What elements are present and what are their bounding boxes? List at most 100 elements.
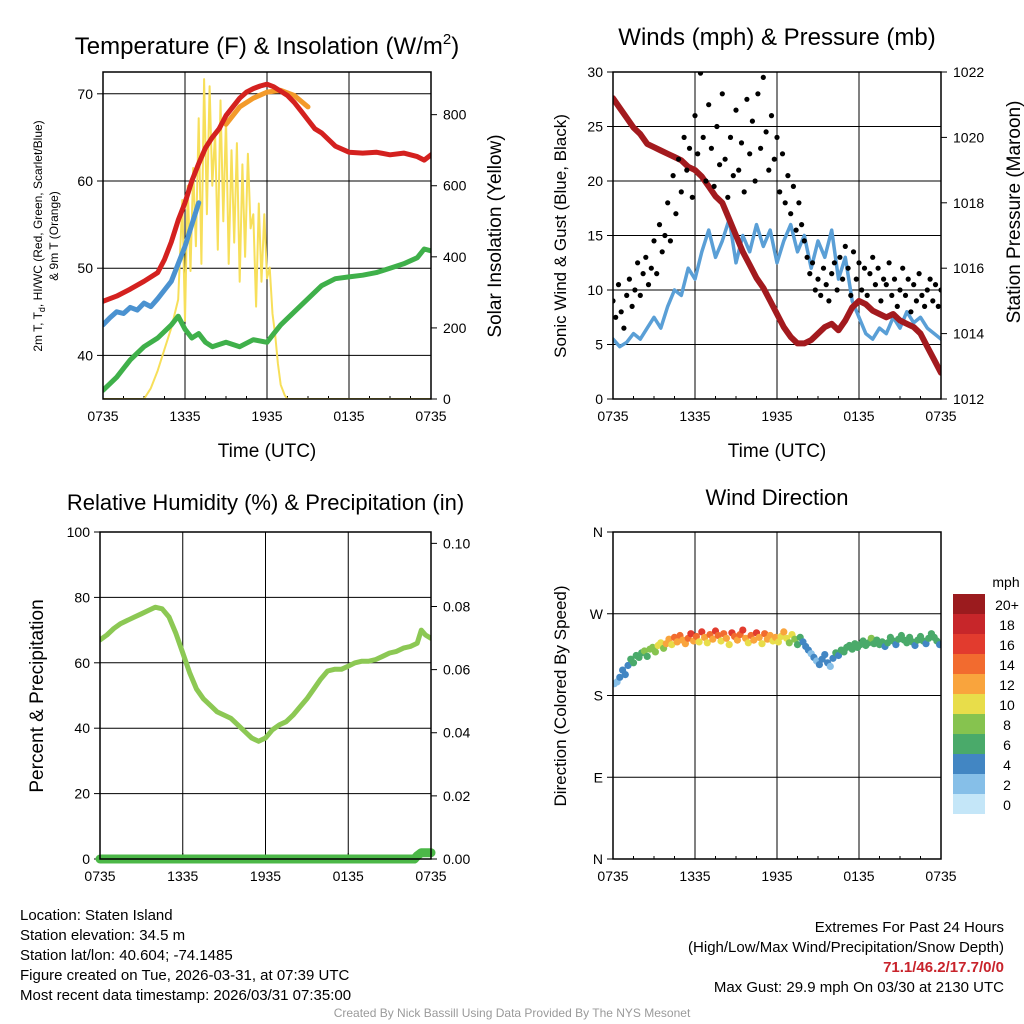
gust-point: [656, 222, 663, 228]
direction-point: [739, 626, 747, 634]
direction-point: [616, 673, 624, 681]
recent-data-timestamp: Most recent data timestamp: 2026/03/31 0…: [20, 987, 352, 1004]
gust-point: [632, 287, 638, 293]
y-tick-label-left: 80: [74, 589, 90, 605]
gust-point: [725, 194, 731, 200]
x-tick-label: 1335: [169, 408, 200, 424]
gust-point: [774, 134, 780, 140]
direction-point: [709, 635, 717, 643]
gust-point: [777, 189, 783, 195]
x-tick-label: 1935: [761, 868, 792, 884]
y-tick-label-right: 1014: [953, 326, 984, 342]
y-tick-label-right: 1012: [953, 391, 984, 407]
direction-point: [643, 652, 651, 661]
colorbar-swatch: [953, 714, 985, 734]
winds-panel: 0735 1335 1935 0135 073505101520253010121014…: [551, 24, 1024, 462]
gust-point: [842, 243, 848, 249]
colorbar-label: 4: [1003, 757, 1011, 773]
direction-point: [892, 641, 900, 649]
direction-point: [703, 639, 711, 647]
direction-point: [793, 641, 802, 649]
extremes-subtitle: (High/Low/Max Wind/Precipitation/Snow De…: [688, 939, 1004, 956]
direction-point: [673, 638, 681, 646]
direction-point: [722, 634, 731, 642]
y-tick-label-right: 600: [443, 178, 467, 194]
y-axis-label-right: Station Pressure (Maroon): [1004, 101, 1024, 324]
gust-point: [621, 325, 627, 331]
gust-point: [741, 189, 747, 195]
gust-point: [837, 254, 843, 260]
direction-point: [651, 648, 660, 656]
x-tick-label: 1335: [679, 868, 710, 884]
gust-point: [815, 276, 821, 282]
colorbar-title: mph: [992, 574, 1019, 590]
gust-point: [706, 102, 712, 108]
colorbar-swatch: [953, 794, 985, 814]
gust-point: [676, 156, 682, 162]
gust-point: [708, 145, 715, 151]
y-tick-label-right: 0.02: [443, 788, 470, 804]
gust-point: [755, 91, 761, 97]
gust-point: [812, 287, 818, 293]
direction-point: [665, 635, 673, 643]
extremes-panel: Extremes For Past 24 Hours (High/Low/Max…: [688, 918, 1004, 998]
x-tick-label: 1335: [167, 868, 198, 884]
gust-point: [700, 134, 706, 140]
direction-point: [624, 661, 632, 670]
colorbar-label: 20+: [995, 597, 1019, 613]
gust-point: [927, 276, 933, 282]
gust-point: [799, 222, 805, 228]
gust-point: [624, 292, 630, 298]
gust-point: [853, 276, 859, 282]
y-tick-label-left: 70: [77, 86, 93, 102]
gust-point: [613, 314, 619, 320]
gust-point: [883, 282, 889, 288]
gust-point: [804, 254, 810, 260]
y-axis-label-left-line2: & 9m T (Orange): [47, 191, 61, 281]
y-tick-label-right: 0.10: [443, 535, 470, 551]
gust-point: [779, 151, 786, 157]
y-tick-label-left: 15: [587, 228, 603, 244]
direction-point: [687, 630, 695, 638]
y-tick-label-right: 0.06: [443, 662, 470, 678]
gust-point: [809, 260, 816, 266]
y-tick-label-right: 400: [443, 249, 467, 265]
gust-point: [615, 282, 622, 288]
colorbar-label: 0: [1003, 797, 1011, 813]
wind-direction-title: Wind Direction: [705, 485, 848, 510]
colorbar-swatch: [953, 654, 985, 674]
x-tick-label: 0735: [87, 408, 118, 424]
plot-border: [612, 71, 942, 400]
ylabel-part: , HI/WC (Red, Green, Scarlet/Blue): [31, 120, 45, 307]
direction-point: [829, 654, 837, 662]
gust-point: [659, 249, 665, 255]
x-tick-label: 0135: [843, 868, 874, 884]
gust-point: [758, 145, 764, 151]
direction-point: [911, 641, 919, 650]
gust-point: [643, 254, 649, 260]
gust-point: [703, 178, 709, 184]
gust-point: [752, 178, 758, 184]
colorbar: mph 20+ 18 16 14 12 10 8 6 4 2 0: [953, 574, 1020, 814]
gust-point: [711, 183, 717, 189]
gust-point: [878, 298, 884, 304]
gust-point: [722, 156, 728, 162]
gust-point: [618, 309, 624, 315]
gust-point: [919, 292, 925, 298]
gust-point: [760, 74, 766, 80]
gust-point: [788, 211, 794, 217]
gust-point: [695, 151, 701, 157]
gust-point: [826, 298, 832, 304]
colorbar-label: 14: [999, 657, 1015, 673]
gust-point: [900, 265, 906, 271]
gust-point: [856, 260, 862, 266]
gust-point: [930, 298, 936, 304]
direction-point: [821, 651, 829, 659]
x-tick-label: 0135: [333, 868, 364, 884]
y-tick-label-right: 0.00: [443, 851, 470, 867]
gust-point: [626, 276, 633, 282]
direction-point: [668, 641, 676, 649]
direction-point: [774, 638, 783, 646]
humidity-title: Relative Humidity (%) & Precipitation (i…: [67, 490, 464, 515]
direction-point: [640, 647, 649, 655]
